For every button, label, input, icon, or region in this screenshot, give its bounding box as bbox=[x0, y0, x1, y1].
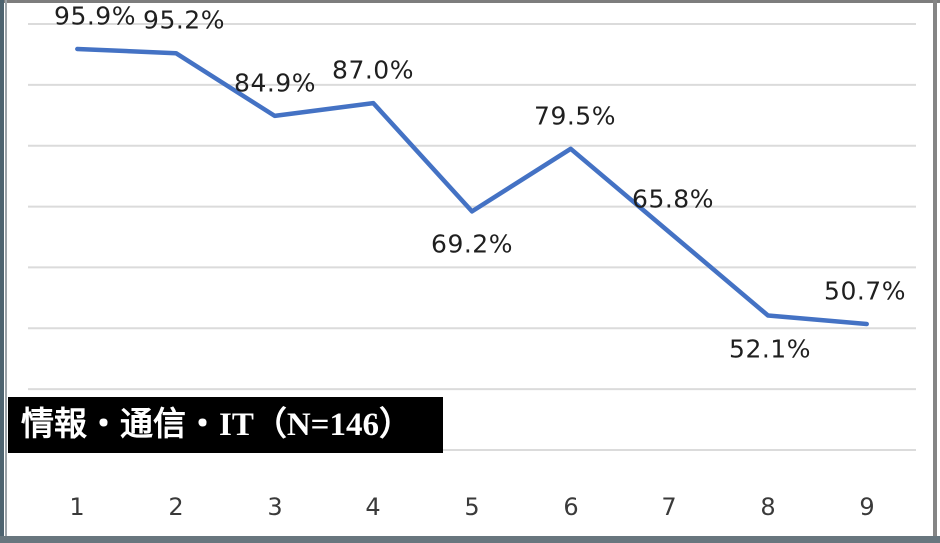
x-axis-label: 2 bbox=[168, 493, 184, 521]
frame-border-bottom bbox=[0, 536, 940, 543]
x-axis-label: 1 bbox=[69, 493, 85, 521]
x-axis-label: 7 bbox=[661, 493, 677, 521]
data-label: 84.9% bbox=[234, 68, 316, 98]
data-label: 50.7% bbox=[824, 276, 906, 306]
frame-border-top bbox=[0, 0, 940, 3]
category-label-text: 情報・通信・IT（N=146） bbox=[21, 407, 412, 443]
x-axis-label: 8 bbox=[760, 493, 776, 521]
frame-border-right bbox=[933, 0, 937, 543]
category-label-box: 情報・通信・IT（N=146） bbox=[8, 397, 443, 453]
data-label: 79.5% bbox=[534, 101, 616, 131]
x-axis-label: 9 bbox=[859, 493, 875, 521]
series-line bbox=[75, 46, 869, 327]
data-label: 69.2% bbox=[431, 229, 513, 259]
data-label: 95.2% bbox=[143, 5, 225, 35]
data-label: 87.0% bbox=[332, 55, 414, 85]
x-axis-label: 4 bbox=[365, 493, 381, 521]
data-label: 95.9% bbox=[54, 1, 136, 31]
data-label: 65.8% bbox=[632, 184, 714, 214]
data-label: 52.1% bbox=[729, 334, 811, 364]
x-axis-label: 3 bbox=[267, 493, 283, 521]
frame-border-left bbox=[0, 0, 4, 543]
x-axis-label: 6 bbox=[563, 493, 579, 521]
frame-border-left-inner bbox=[5, 0, 7, 543]
x-axis-label: 5 bbox=[464, 493, 480, 521]
